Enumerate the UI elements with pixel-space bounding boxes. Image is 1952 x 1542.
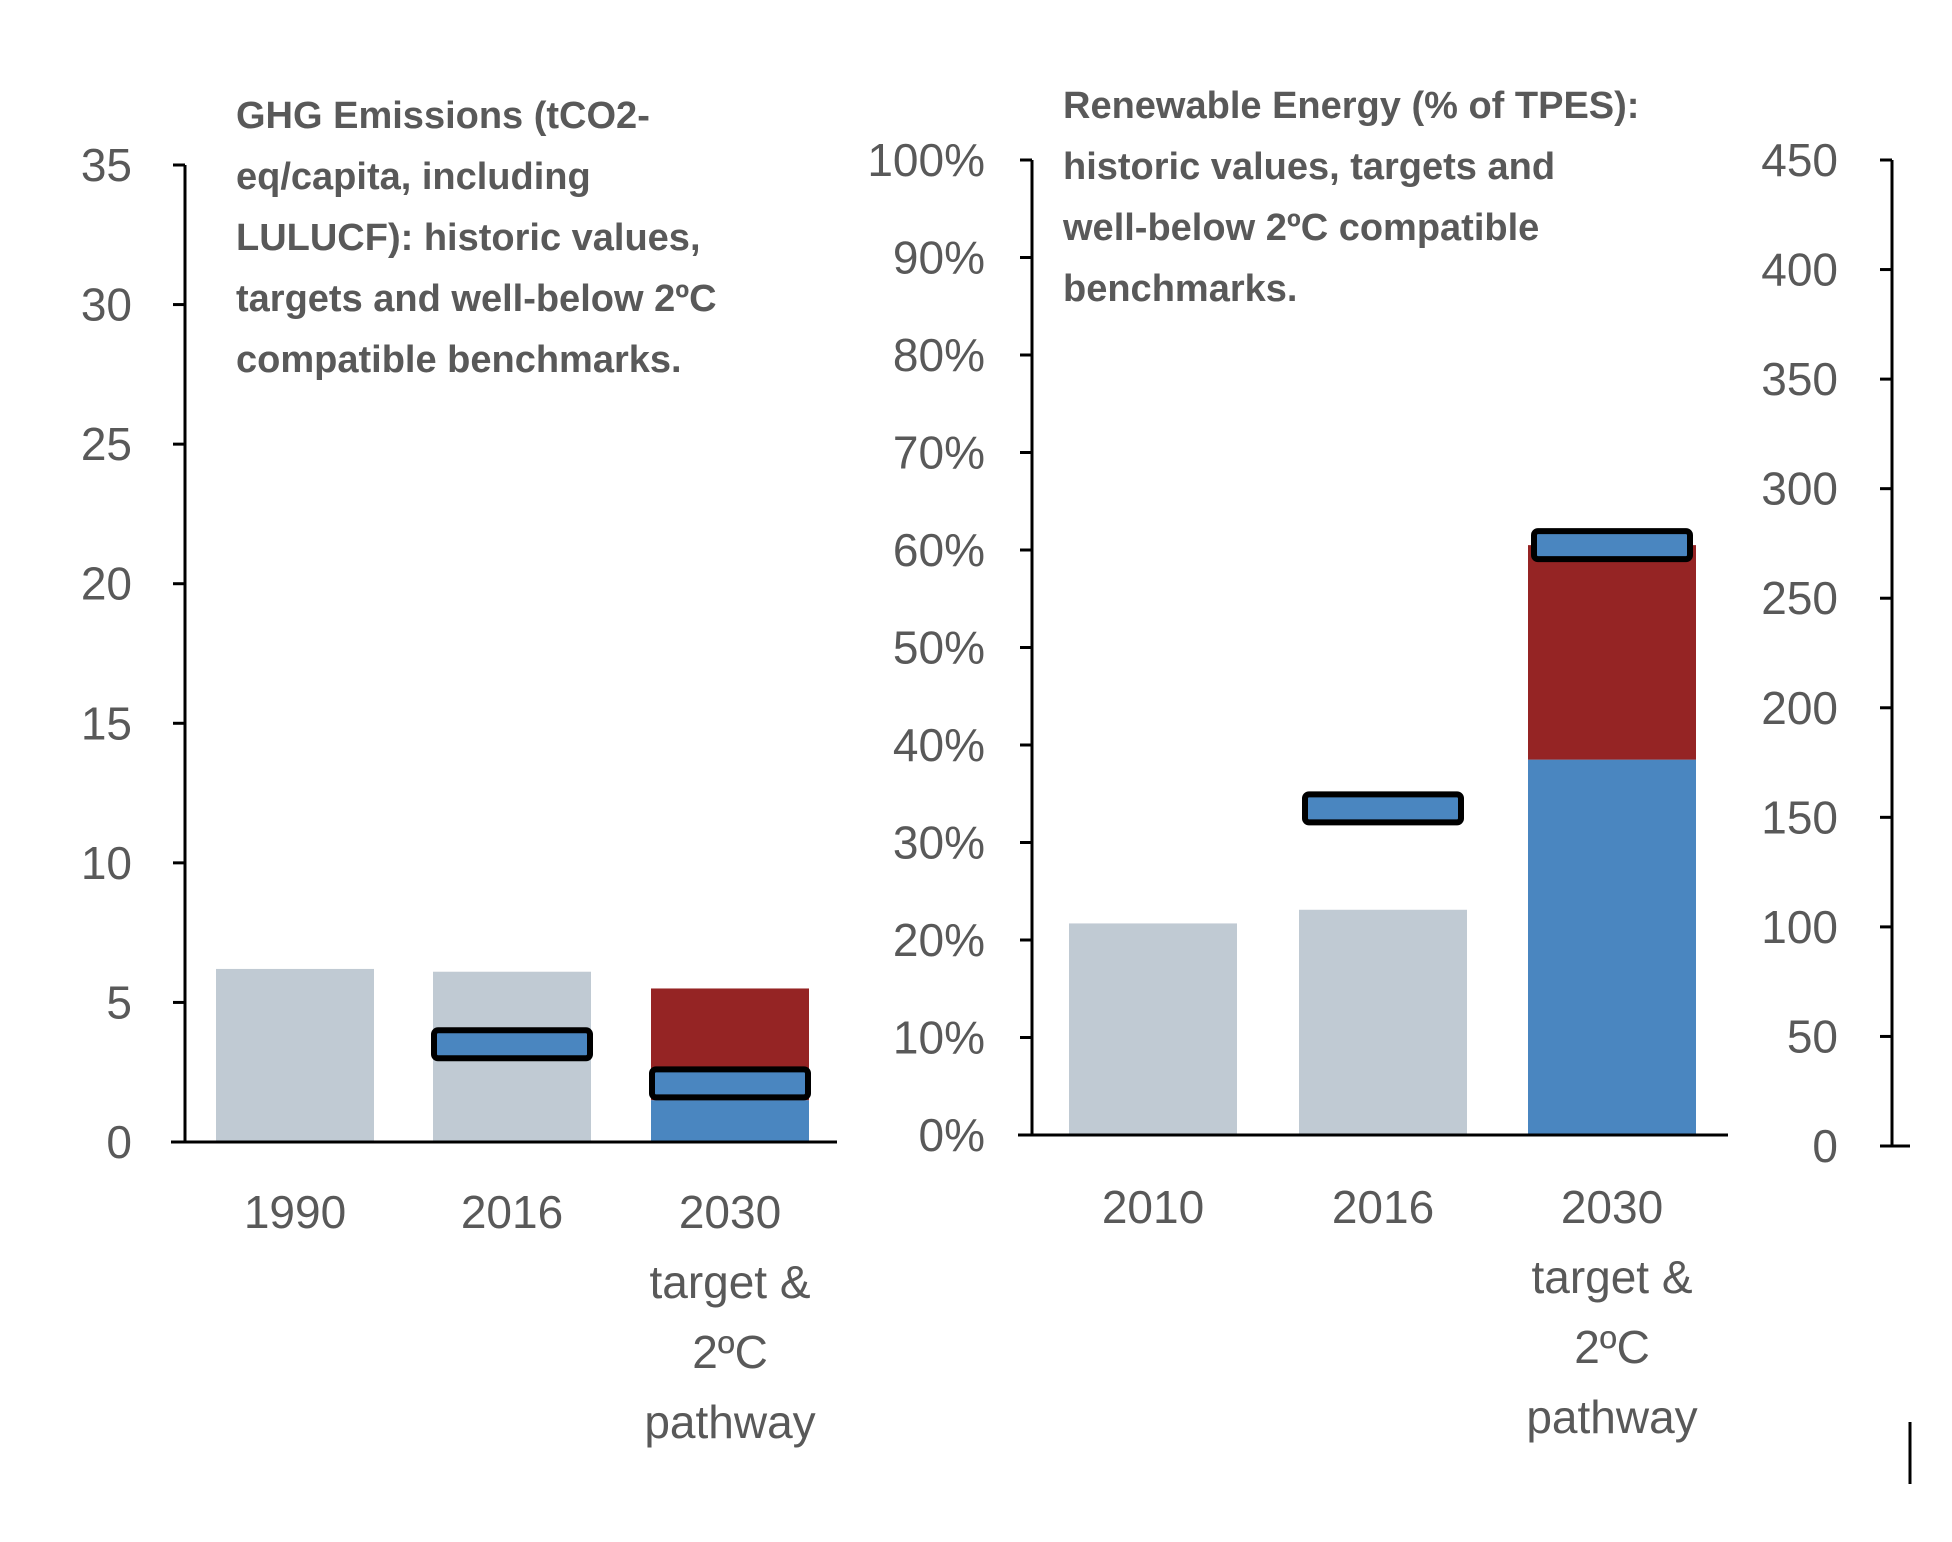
secondary-y-tick-label: 100: [1761, 901, 1838, 953]
y-tick-label: 0%: [919, 1109, 985, 1161]
y-tick-label: 0: [106, 1116, 132, 1168]
secondary-y-tick-label: 50: [1787, 1010, 1838, 1062]
historic-bar-0: [1069, 923, 1237, 1135]
y-tick-label: 70%: [893, 427, 985, 479]
historic-bar-1: [1299, 909, 1467, 1135]
y-tick-label: 60%: [893, 524, 985, 576]
chart-title-line: historic values, targets and: [1063, 146, 1555, 188]
secondary-y-tick-label: 450: [1761, 134, 1838, 186]
x-category-label: 2010: [1102, 1181, 1204, 1233]
x-category-label: 2ºC: [1574, 1321, 1650, 1373]
y-tick-label: 35: [81, 139, 132, 191]
x-category-label: pathway: [644, 1396, 815, 1448]
x-category-label: 2030: [1561, 1181, 1663, 1233]
target-marker-2: [1531, 528, 1693, 563]
y-tick-label: 40%: [893, 719, 985, 771]
historic-bar-0: [216, 968, 374, 1142]
target-marker-1: [1302, 791, 1464, 826]
x-category-label: 2016: [461, 1186, 563, 1238]
y-tick-label: 80%: [893, 329, 985, 381]
secondary-y-tick-label: 250: [1761, 572, 1838, 624]
y-tick-label: 10%: [893, 1012, 985, 1064]
chart-title-line: Renewable Energy (% of TPES):: [1063, 85, 1639, 127]
secondary-y-tick-label: 0: [1812, 1120, 1838, 1172]
target-marker-1: [431, 1027, 593, 1062]
y-tick-label: 20%: [893, 914, 985, 966]
x-category-label: 2030: [679, 1186, 781, 1238]
secondary-y-tick-label: 400: [1761, 244, 1838, 296]
y-tick-label: 5: [106, 976, 132, 1028]
benchmark-lower-bar: [651, 1100, 809, 1142]
renewable-energy-chart: 0% 10% 20% 30% 40% 50% 60% 70% 80% 90% 100% 0 50 100 1…: [867, 85, 1910, 1443]
target-marker-2: [649, 1066, 811, 1101]
ghg-emissions-chart: 0 5 10 15 20 25 30 35 1990 2016 2030 target & 2ºC pat…: [81, 95, 837, 1448]
x-category-label: 2016: [1332, 1181, 1434, 1233]
chart-title-line: targets and well-below 2ºC: [236, 278, 717, 320]
y-tick-label: 10: [81, 837, 132, 889]
y-tick-label: 90%: [893, 232, 985, 284]
secondary-y-tick-label: 300: [1761, 463, 1838, 515]
benchmark-range-bar: [1528, 545, 1696, 760]
y-tick-label: 30%: [893, 817, 985, 869]
x-category-label: pathway: [1526, 1391, 1697, 1443]
secondary-y-tick-label: 150: [1761, 791, 1838, 843]
x-category-label: target &: [1531, 1251, 1692, 1303]
chart-title-line: eq/capita, including: [236, 156, 591, 198]
secondary-y-tick-label: 200: [1761, 682, 1838, 734]
chart-title-line: GHG Emissions (tCO2-: [236, 95, 650, 137]
y-tick-label: 50%: [893, 622, 985, 674]
benchmark-lower-bar: [1528, 759, 1696, 1135]
y-tick-label: 15: [81, 697, 132, 749]
chart-title-line: well-below 2ºC compatible: [1062, 207, 1539, 249]
secondary-y-tick-label: 350: [1761, 353, 1838, 405]
chart-title-line: benchmarks.: [1063, 268, 1297, 310]
y-tick-label: 25: [81, 418, 132, 470]
y-tick-label: 20: [81, 558, 132, 610]
x-category-label: 1990: [244, 1186, 346, 1238]
chart-title-line: compatible benchmarks.: [236, 339, 682, 381]
chart-title-line: LULUCF): historic values,: [236, 217, 701, 259]
y-tick-label: 100%: [867, 134, 985, 186]
y-tick-label: 30: [81, 279, 132, 331]
x-category-label: 2ºC: [692, 1326, 768, 1378]
x-category-label: target &: [649, 1256, 810, 1308]
